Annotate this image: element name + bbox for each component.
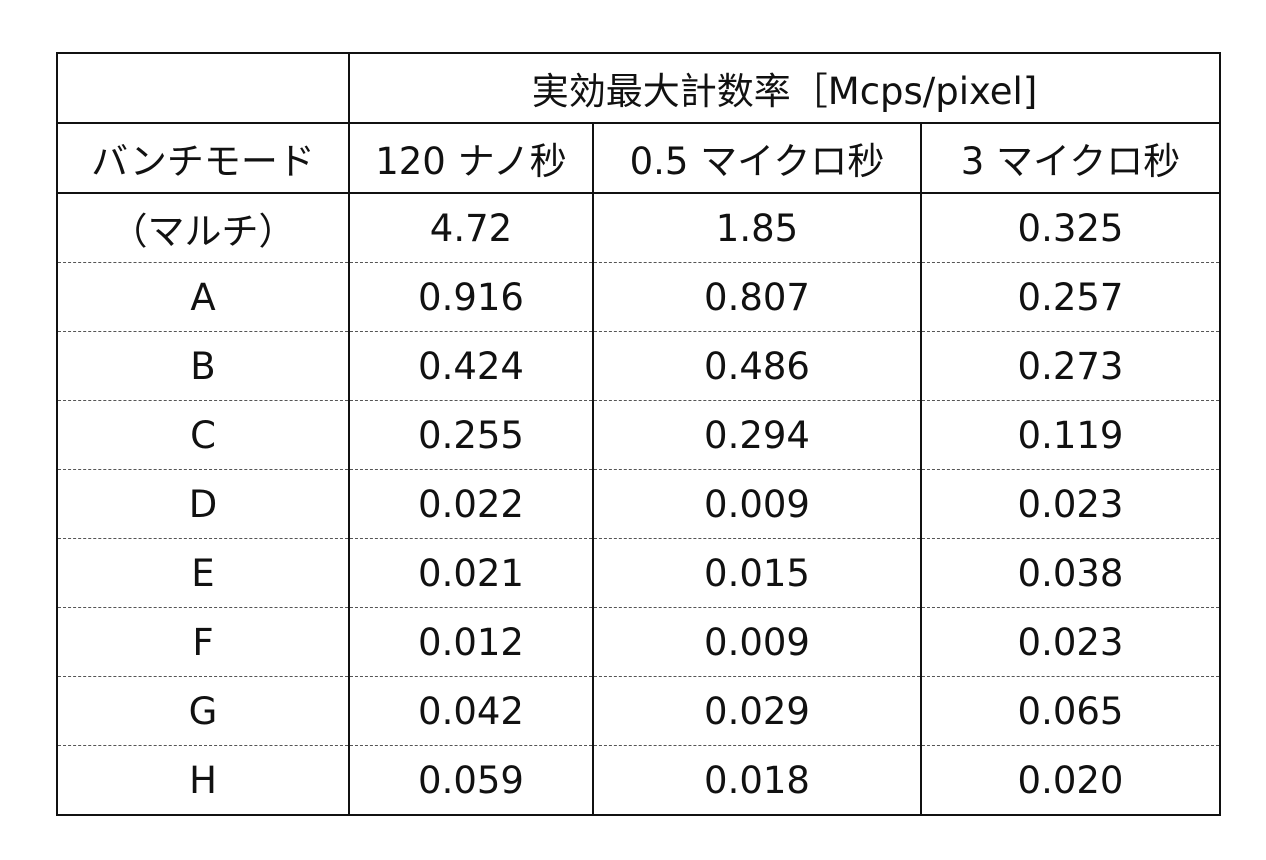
row-label-cell: C	[56, 400, 350, 470]
column-header-120ns: 120 ナノ秒	[348, 123, 594, 194]
value-cell: 4.72	[348, 193, 594, 263]
value-cell: 0.424	[348, 331, 594, 401]
table-row: G 0.042 0.029 0.065	[56, 676, 1222, 746]
count-rate-table: 実効最大計数率［Mcps/pixel] バンチモード 120 ナノ秒 0.5 マ…	[56, 52, 1222, 816]
column-header-bunch-mode: バンチモード	[56, 123, 350, 194]
value-cell: 0.916	[348, 262, 594, 332]
value-cell: 0.042	[348, 676, 594, 746]
value-cell: 0.018	[592, 745, 922, 816]
value-cell: 0.022	[348, 469, 594, 539]
value-cell: 0.029	[592, 676, 922, 746]
table-header-row-columns: バンチモード 120 ナノ秒 0.5 マイクロ秒 3 マイクロ秒	[56, 123, 1222, 194]
value-cell: 0.023	[919, 469, 1222, 539]
value-cell: 0.012	[348, 607, 594, 677]
table-row: F 0.012 0.009 0.023	[56, 607, 1222, 677]
value-cell: 0.065	[919, 676, 1222, 746]
value-cell: 0.257	[919, 262, 1222, 332]
row-label-cell: G	[56, 676, 350, 746]
value-cell: 1.85	[592, 193, 922, 263]
table-row: H 0.059 0.018 0.020	[56, 745, 1222, 816]
value-cell: 0.009	[592, 469, 922, 539]
value-cell: 0.273	[919, 331, 1222, 401]
row-label-cell: H	[56, 745, 350, 816]
value-cell: 0.325	[919, 193, 1222, 263]
value-cell: 0.807	[592, 262, 922, 332]
value-cell: 0.023	[919, 607, 1222, 677]
row-label-cell: F	[56, 607, 350, 677]
value-cell: 0.255	[348, 400, 594, 470]
table-row: D 0.022 0.009 0.023	[56, 469, 1222, 539]
value-cell: 0.038	[919, 538, 1222, 608]
table-header-row-top: 実効最大計数率［Mcps/pixel]	[56, 52, 1222, 124]
row-label-cell: D	[56, 469, 350, 539]
value-cell: 0.020	[919, 745, 1222, 816]
row-label-cell: （マルチ）	[56, 193, 350, 263]
column-header-0-5us: 0.5 マイクロ秒	[592, 123, 922, 194]
value-cell: 0.294	[592, 400, 922, 470]
table-row: E 0.021 0.015 0.038	[56, 538, 1222, 608]
value-cell: 0.015	[592, 538, 922, 608]
row-label-cell: E	[56, 538, 350, 608]
header-title-cell: 実効最大計数率［Mcps/pixel]	[347, 52, 1222, 124]
column-header-3us: 3 マイクロ秒	[919, 123, 1222, 194]
table-row: C 0.255 0.294 0.119	[56, 400, 1222, 470]
value-cell: 0.119	[919, 400, 1222, 470]
row-label-cell: A	[56, 262, 350, 332]
table-row: （マルチ） 4.72 1.85 0.325	[56, 193, 1222, 263]
value-cell: 0.059	[348, 745, 594, 816]
value-cell: 0.009	[592, 607, 922, 677]
table-row: A 0.916 0.807 0.257	[56, 262, 1222, 332]
row-label-cell: B	[56, 331, 350, 401]
value-cell: 0.021	[348, 538, 594, 608]
value-cell: 0.486	[592, 331, 922, 401]
header-blank-cell	[56, 52, 350, 124]
table-row: B 0.424 0.486 0.273	[56, 331, 1222, 401]
